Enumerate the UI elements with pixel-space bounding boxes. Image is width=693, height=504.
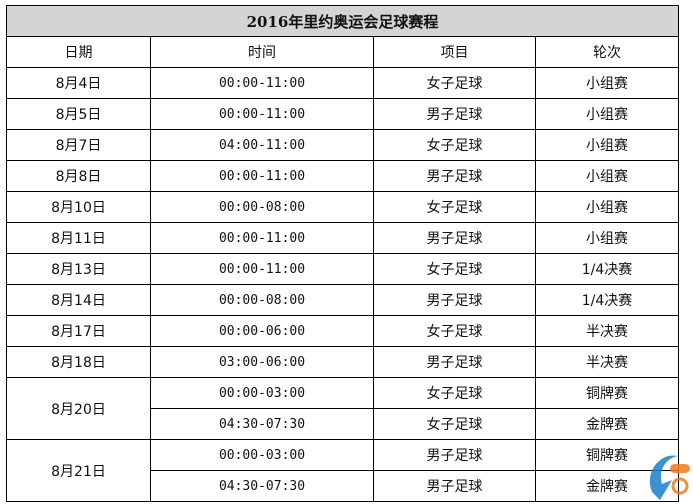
date-cell: 8月4日 (6, 67, 151, 99)
round-cell: 1/4决赛 (535, 253, 679, 285)
title-row: 2016年里约奥运会足球赛程 (6, 5, 679, 37)
round-cell: 半决赛 (535, 315, 679, 347)
time-cell: 00:00-11:00 (150, 160, 374, 192)
time-cell: 04:00-11:00 (150, 129, 374, 161)
event-cell: 男子足球 (373, 222, 536, 254)
round-cell: 小组赛 (535, 129, 679, 161)
date-cell: 8月5日 (6, 98, 151, 130)
table-row: 8月7日 04:00-11:00 女子足球 小组赛 (6, 129, 679, 161)
header-time: 时间 (150, 36, 374, 68)
table-row: 8月5日 00:00-11:00 男子足球 小组赛 (6, 98, 679, 130)
table-row: 8月4日 00:00-11:00 女子足球 小组赛 (6, 67, 679, 99)
time-cell: 00:00-03:00 (150, 377, 374, 409)
round-cell: 小组赛 (535, 67, 679, 99)
event-cell: 男子足球 (373, 160, 536, 192)
date-cell: 8月17日 (6, 315, 151, 347)
date-cell: 8月18日 (6, 346, 151, 378)
round-cell: 1/4决赛 (535, 284, 679, 316)
time-cell: 03:00-06:00 (150, 346, 374, 378)
time-cell: 00:00-08:00 (150, 284, 374, 316)
header-round: 轮次 (535, 36, 679, 68)
table-row: 8月21日 00:00-03:00 男子足球 铜牌赛 (6, 439, 679, 502)
event-cell: 男子足球 (373, 346, 536, 378)
round-cell: 铜牌赛 (535, 377, 679, 409)
table-row: 8月20日 00:00-03:00 女子足球 铜牌赛 (6, 377, 679, 440)
event-cell: 女子足球 (373, 408, 536, 440)
event-cell: 女子足球 (373, 253, 536, 285)
time-cell: 00:00-03:00 (150, 439, 374, 471)
table-title: 2016年里约奥运会足球赛程 (6, 5, 679, 37)
time-cell: 00:00-11:00 (150, 67, 374, 99)
time-cell: 00:00-06:00 (150, 315, 374, 347)
date-cell: 8月20日 (6, 377, 151, 440)
event-cell: 女子足球 (373, 377, 536, 409)
time-cell: 04:30-07:30 (150, 470, 374, 502)
table-row: 04:30-07:30 女子足球 金牌赛 (7, 408, 679, 440)
header-date: 日期 (6, 36, 151, 68)
date-cell: 8月14日 (6, 284, 151, 316)
event-cell: 男子足球 (373, 439, 536, 471)
time-cell: 00:00-11:00 (150, 98, 374, 130)
date-cell: 8月7日 (6, 129, 151, 161)
header-event: 项目 (373, 36, 536, 68)
date-cell: 8月8日 (6, 160, 151, 192)
round-cell: 小组赛 (535, 160, 679, 192)
event-cell: 女子足球 (373, 315, 536, 347)
event-cell: 女子足球 (373, 129, 536, 161)
date-cell: 8月10日 (6, 191, 151, 223)
date-cell: 8月21日 (6, 439, 151, 502)
date-cell: 8月13日 (6, 253, 151, 285)
round-cell: 金牌赛 (535, 408, 679, 440)
table-row: 8月8日 00:00-11:00 男子足球 小组赛 (6, 160, 679, 192)
time-cell: 00:00-11:00 (150, 222, 374, 254)
table-row: 8月14日 00:00-08:00 男子足球 1/4决赛 (6, 284, 679, 316)
event-cell: 男子足球 (373, 98, 536, 130)
time-cell: 00:00-08:00 (150, 191, 374, 223)
event-cell: 女子足球 (373, 191, 536, 223)
time-cell: 04:30-07:30 (150, 408, 374, 440)
schedule-table: 2016年里约奥运会足球赛程 日期 时间 项目 轮次 8月4日 00:00-11:… (6, 5, 679, 502)
table-row: 8月18日 03:00-06:00 男子足球 半决赛 (6, 346, 679, 378)
round-cell: 金牌赛 (535, 470, 679, 502)
time-cell: 00:00-11:00 (150, 253, 374, 285)
event-cell: 男子足球 (373, 284, 536, 316)
table-row: 8月17日 00:00-06:00 女子足球 半决赛 (6, 315, 679, 347)
date-cell: 8月11日 (6, 222, 151, 254)
round-cell: 铜牌赛 (535, 439, 679, 471)
header-row: 日期 时间 项目 轮次 (6, 36, 679, 68)
round-cell: 小组赛 (535, 191, 679, 223)
table-row: 8月11日 00:00-11:00 男子足球 小组赛 (6, 222, 679, 254)
round-cell: 半决赛 (535, 346, 679, 378)
round-cell: 小组赛 (535, 222, 679, 254)
round-cell: 小组赛 (535, 98, 679, 130)
table-row: 8月10日 00:00-08:00 女子足球 小组赛 (6, 191, 679, 223)
event-cell: 男子足球 (373, 470, 536, 502)
table-row: 8月13日 00:00-11:00 女子足球 1/4决赛 (6, 253, 679, 285)
event-cell: 女子足球 (373, 67, 536, 99)
